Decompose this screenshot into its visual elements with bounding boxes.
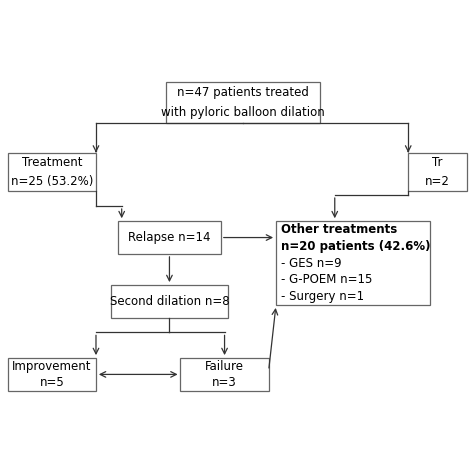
Text: n=2: n=2 — [425, 175, 450, 188]
FancyBboxPatch shape — [8, 358, 96, 391]
FancyBboxPatch shape — [8, 153, 96, 191]
Text: Other treatments: Other treatments — [282, 223, 398, 236]
FancyBboxPatch shape — [118, 221, 221, 254]
Text: - G-POEM n=15: - G-POEM n=15 — [282, 273, 373, 286]
Text: - Surgery n=1: - Surgery n=1 — [282, 290, 365, 303]
Text: Failure: Failure — [205, 360, 244, 373]
FancyBboxPatch shape — [110, 285, 228, 318]
Text: Second dilation n=8: Second dilation n=8 — [109, 295, 229, 308]
FancyBboxPatch shape — [408, 153, 467, 191]
Text: Improvement: Improvement — [12, 360, 91, 373]
Text: n=47 patients treated: n=47 patients treated — [177, 85, 309, 99]
Text: n=20 patients (42.6%): n=20 patients (42.6%) — [282, 240, 431, 253]
Text: n=5: n=5 — [39, 376, 64, 389]
FancyBboxPatch shape — [181, 358, 269, 391]
Text: Relapse n=14: Relapse n=14 — [128, 231, 211, 244]
Text: Tr: Tr — [432, 156, 443, 169]
FancyBboxPatch shape — [276, 221, 430, 305]
Text: with pyloric balloon dilation: with pyloric balloon dilation — [161, 107, 325, 119]
Text: n=25 (53.2%): n=25 (53.2%) — [11, 175, 93, 188]
Text: n=3: n=3 — [212, 376, 237, 389]
Text: - GES n=9: - GES n=9 — [282, 256, 342, 270]
Text: Treatment: Treatment — [22, 156, 82, 169]
FancyBboxPatch shape — [166, 82, 320, 124]
